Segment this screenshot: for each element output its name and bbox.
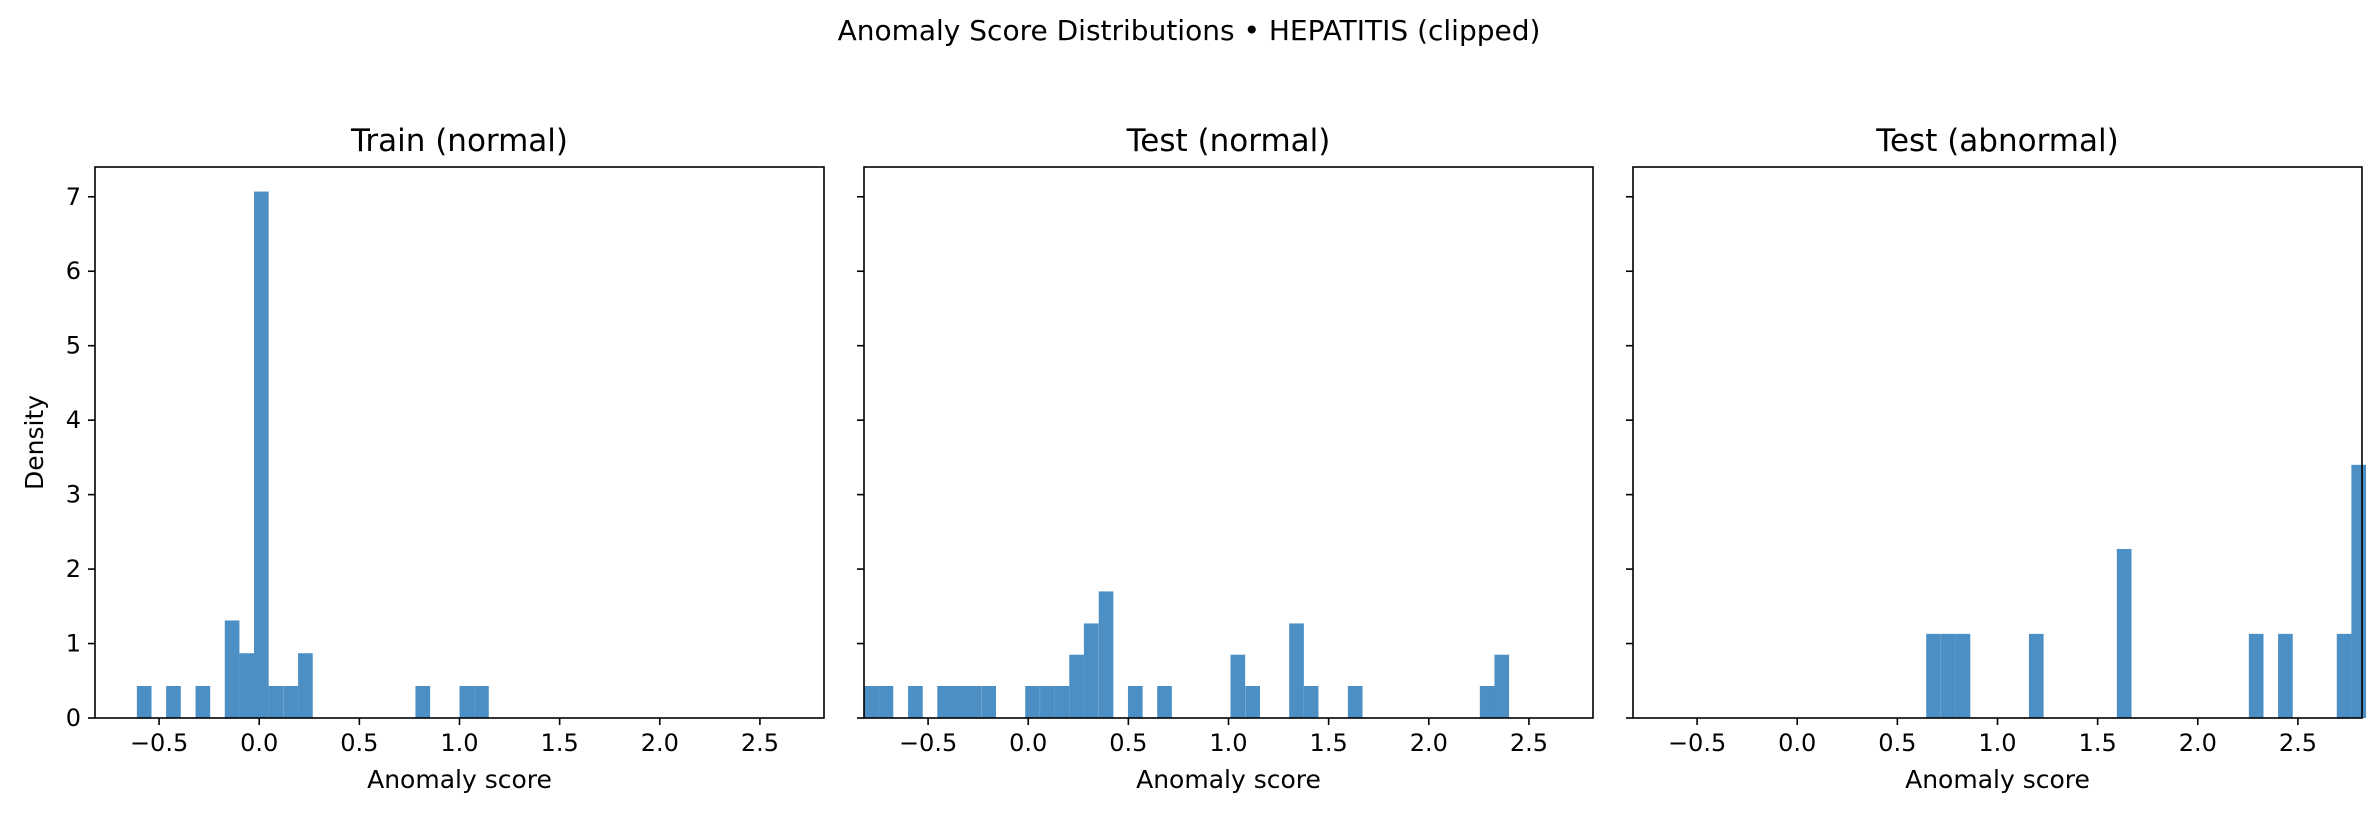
histogram-bar	[224, 620, 240, 718]
histogram-bar	[1127, 685, 1143, 718]
histogram-bar	[1040, 685, 1055, 718]
x-tick-label: 0.0	[240, 729, 278, 757]
histogram-bar	[268, 685, 284, 718]
panel-title: Test (normal)	[1126, 123, 1331, 159]
panel-3: −0.5 0.0 0.5 1.0 1.5 2.0 2.5 Test (abnormal) Ano…	[1626, 123, 2367, 794]
histogram-bar	[981, 685, 997, 718]
histogram-bar	[2336, 633, 2352, 718]
histogram-bar	[1245, 685, 1260, 718]
histogram-bar	[1955, 633, 1971, 718]
histogram-bar	[1479, 685, 1495, 718]
histogram-bar	[1347, 685, 1363, 718]
panel-2: −0.5 0.0 0.5 1.0 1.5 2.0 2.5 Test (normal) Anoma…	[857, 123, 1594, 794]
x-tick-label: 0.0	[1009, 729, 1047, 757]
x-axis-label: Anomaly score	[367, 765, 552, 794]
x-tick-label: −0.5	[130, 729, 188, 757]
x-tick-label: 2.5	[2279, 729, 2317, 757]
histogram-bar	[2116, 548, 2132, 718]
x-tick-label: 0.0	[1778, 729, 1816, 757]
x-tick-label: 1.0	[1978, 729, 2016, 757]
x-axis-label: Anomaly score	[1136, 765, 1321, 794]
histogram-bar	[864, 685, 879, 718]
axes-frame	[863, 166, 1594, 719]
histogram-bar	[283, 685, 299, 718]
y-tick-label: 6	[66, 257, 81, 285]
histogram-bar	[1941, 633, 1956, 718]
histogram-bar	[878, 685, 894, 718]
histogram-bar	[937, 685, 952, 718]
x-axis-label: Anomaly score	[1905, 765, 2090, 794]
x-tick-label: 2.0	[1410, 729, 1448, 757]
x-tick-label: 0.5	[1109, 729, 1147, 757]
y-tick-label: 5	[66, 332, 81, 360]
histogram-bar	[1054, 685, 1070, 718]
x-tick-label: 0.5	[340, 729, 378, 757]
axes-frame	[94, 166, 825, 719]
histogram-bar	[298, 653, 313, 718]
histogram-bar	[1025, 685, 1040, 718]
histogram-bar	[474, 685, 489, 718]
x-tick-label: 1.0	[440, 729, 478, 757]
histogram-bar	[908, 685, 923, 718]
histogram-bar	[2028, 633, 2044, 718]
y-tick-label: 1	[66, 630, 81, 658]
histogram-bar	[1926, 633, 1941, 718]
x-tick-label: 1.5	[2079, 729, 2117, 757]
histogram-bar	[195, 685, 211, 718]
x-tick-label: 1.5	[541, 729, 579, 757]
histogram-bar	[459, 685, 475, 718]
x-tick-label: 2.5	[1510, 729, 1548, 757]
y-tick-label: 4	[66, 406, 81, 434]
x-tick-label: 1.0	[1209, 729, 1247, 757]
histogram-bar	[1303, 685, 1319, 718]
panels: −0.5 0.0 0.5 1.0 1.5 2.0 2.5 0 1 2 3 4 5 6 7 Train (nor…	[20, 123, 2367, 794]
histogram-bar	[1157, 685, 1172, 718]
y-tick-label: 2	[66, 555, 81, 583]
x-tick-label: 2.0	[641, 729, 679, 757]
histogram-bar	[254, 191, 269, 718]
x-tick-label: 1.5	[1310, 729, 1348, 757]
histogram-bar	[2351, 464, 2367, 718]
x-tick-label: 2.0	[2179, 729, 2217, 757]
histogram-bar	[166, 685, 181, 718]
histogram-bar	[2248, 633, 2264, 718]
panel-title: Test (abnormal)	[1875, 123, 2118, 159]
histogram-bar	[1494, 654, 1510, 718]
panel-1: −0.5 0.0 0.5 1.0 1.5 2.0 2.5 0 1 2 3 4 5 6 7 Train (nor…	[20, 123, 825, 794]
x-tick-label: 2.5	[741, 729, 779, 757]
y-tick-label: 3	[66, 481, 81, 509]
x-tick-label: −0.5	[899, 729, 957, 757]
histogram-bar	[966, 685, 982, 718]
histogram-bar	[1083, 623, 1099, 718]
y-axis-label: Density	[20, 395, 49, 490]
x-tick-label: 0.5	[1878, 729, 1916, 757]
histogram-bar	[415, 685, 431, 718]
histogram-bar	[1230, 654, 1246, 718]
histogram-bar	[1069, 654, 1084, 718]
histogram-bar	[1289, 623, 1304, 718]
histogram-bar	[136, 685, 152, 718]
histogram-bar	[951, 685, 967, 718]
figure-suptitle: Anomaly Score Distributions • HEPATITIS …	[838, 14, 1541, 47]
x-tick-label: −0.5	[1668, 729, 1726, 757]
y-tick-label: 0	[66, 704, 81, 732]
y-tick-label: 7	[66, 183, 81, 211]
histogram-bar	[2278, 633, 2293, 718]
histogram-bar	[1098, 591, 1114, 718]
panel-title: Train (normal)	[350, 123, 568, 159]
histogram-bar	[239, 653, 255, 718]
